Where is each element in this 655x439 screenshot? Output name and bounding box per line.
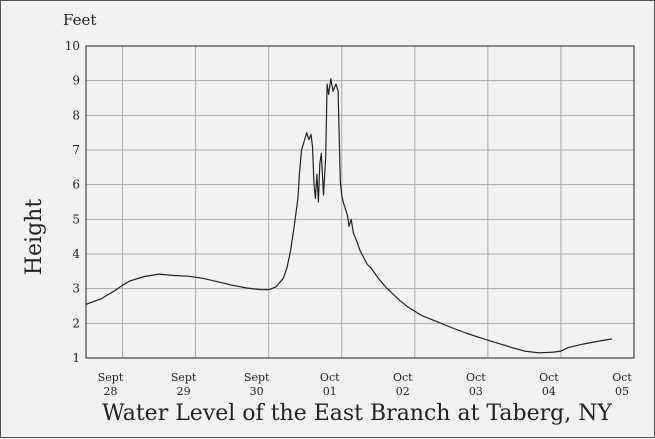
x-tick-label-3-line2: 01 — [323, 385, 337, 398]
y-axis-label: Height — [22, 199, 47, 275]
plot-area-border — [85, 45, 635, 359]
grid — [86, 46, 634, 358]
chart-title: Water Level of the East Branch at Taberg… — [102, 401, 612, 426]
y-tick-label-4: 4 — [72, 247, 80, 261]
y-tick-label-5: 5 — [72, 212, 80, 226]
y-tick-label-6: 6 — [72, 178, 80, 192]
y-tick-label-7: 7 — [72, 143, 80, 157]
series-line-water-level — [85, 78, 613, 354]
y-tick-label-9: 9 — [72, 74, 80, 88]
y-tick-label-1: 1 — [72, 351, 80, 365]
y-unit-label: Feet — [63, 11, 96, 29]
x-tick-label-4-line1: Oct — [393, 371, 413, 384]
x-tick-label-5-line1: Oct — [466, 371, 486, 384]
x-tick-label-7-line2: 05 — [615, 385, 629, 398]
y-tick-label-8: 8 — [72, 108, 80, 122]
x-tick-label-0-line1: Sept — [98, 371, 124, 384]
x-tick-label-1-line1: Sept — [171, 371, 197, 384]
x-tick-label-5-line2: 03 — [469, 385, 483, 398]
x-tick-label-6-line2: 04 — [542, 385, 556, 398]
x-tick-label-2-line2: 30 — [250, 385, 264, 398]
x-tick-label-3-line1: Oct — [320, 371, 340, 384]
y-tick-label-10: 10 — [65, 39, 80, 53]
y-tick-label-3: 3 — [72, 282, 80, 296]
x-tick-label-2-line1: Sept — [244, 371, 270, 384]
tick-labels: 12345678910Sept28Sept29Sept30Oct01Oct02O… — [65, 39, 633, 398]
x-tick-label-0-line2: 28 — [104, 385, 118, 398]
x-tick-label-4-line2: 02 — [396, 385, 410, 398]
x-tick-label-6-line1: Oct — [539, 371, 559, 384]
x-tick-label-7-line1: Oct — [612, 371, 632, 384]
x-tick-label-1-line2: 29 — [177, 385, 191, 398]
y-tick-label-2: 2 — [72, 316, 80, 330]
